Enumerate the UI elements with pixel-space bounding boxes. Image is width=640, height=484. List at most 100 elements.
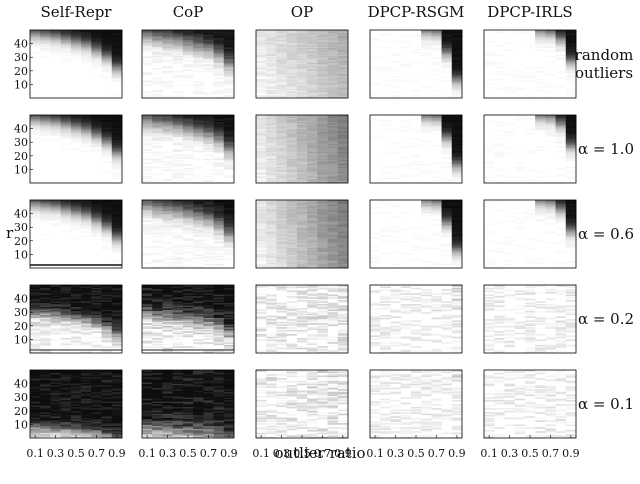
heatmap-cell (142, 146, 153, 148)
heatmap-cell (337, 251, 349, 254)
heatmap-cell (142, 285, 153, 287)
heatmap-cell (172, 219, 184, 221)
heatmap-cell (182, 295, 194, 298)
heatmap-cell (565, 235, 577, 238)
heatmap-cell (172, 213, 184, 216)
heatmap-cell (172, 125, 184, 128)
heatmap-cell (545, 223, 556, 225)
heatmap-cell (256, 162, 267, 165)
heatmap-cell (286, 180, 298, 182)
heatmap-cell (410, 258, 422, 261)
heatmap-cell (142, 81, 153, 84)
heatmap-cell (60, 332, 72, 335)
heatmap-cell (307, 217, 318, 220)
heatmap-cell (172, 40, 184, 43)
heatmap-cell (223, 70, 235, 73)
heatmap-cell (152, 55, 163, 58)
heatmap-cell (162, 225, 173, 228)
heatmap-cell (327, 117, 339, 120)
heatmap-cell (296, 64, 308, 66)
heatmap-cell (213, 208, 225, 210)
heatmap-cell (152, 125, 163, 128)
heatmap-cell (317, 53, 328, 55)
heatmap-cell (421, 42, 432, 44)
heatmap-cell (451, 239, 463, 242)
heatmap-cell (286, 234, 298, 236)
heatmap-cell (223, 321, 235, 324)
heatmap-cell (40, 39, 51, 42)
heatmap-cell (256, 157, 267, 159)
heatmap-cell (256, 253, 267, 255)
heatmap-cell (451, 42, 463, 44)
heatmap-cell (307, 347, 318, 350)
heatmap-cell (30, 213, 41, 216)
heatmap-cell (337, 146, 349, 148)
heatmap-cell (337, 309, 349, 312)
heatmap-cell (565, 40, 577, 43)
heatmap-cell (545, 32, 556, 35)
heatmap-cell (142, 47, 153, 50)
method-title: DPCP-RSGM (368, 3, 465, 21)
heatmap-cell (451, 261, 463, 263)
heatmap-cell (296, 206, 308, 209)
heatmap-cell (111, 289, 123, 291)
heatmap-cell (70, 31, 82, 34)
heatmap-cell (307, 299, 318, 302)
heatmap-cell (441, 224, 453, 227)
heatmap-cell (380, 316, 391, 318)
heatmap-cell (172, 172, 184, 174)
heatmap-cell (223, 258, 235, 261)
heatmap-cell (390, 54, 401, 57)
heatmap-cell (60, 35, 72, 38)
heatmap-cell (545, 91, 556, 93)
heatmap-cell (327, 305, 339, 308)
heatmap-cell (545, 120, 556, 123)
heatmap-cell (203, 125, 214, 128)
heatmap-cell (307, 316, 318, 318)
heatmap-cell (172, 42, 184, 44)
heatmap-cell (152, 39, 163, 42)
heatmap-cell (307, 84, 318, 87)
heatmap-cell (162, 255, 173, 258)
heatmap-cell (276, 134, 287, 136)
heatmap-cell (535, 120, 546, 123)
heatmap-cell (337, 124, 349, 127)
heatmap-cell (441, 55, 453, 58)
heatmap-cell (60, 221, 72, 224)
heatmap-cell (327, 178, 339, 181)
heatmap-cell (223, 91, 235, 93)
heatmap-cell (286, 176, 298, 178)
heatmap-cell (400, 165, 412, 167)
heatmap-cell (111, 227, 123, 229)
heatmap-cell (213, 89, 225, 92)
heatmap-cell (172, 149, 184, 151)
heatmap-cell (111, 157, 123, 159)
heatmap-cell (182, 227, 194, 229)
heatmap-cell (266, 246, 277, 248)
heatmap-cell (431, 123, 442, 125)
heatmap-cell (565, 129, 577, 132)
heatmap-cell (441, 142, 453, 144)
heatmap-cell (327, 31, 339, 34)
heatmap-cell (60, 30, 72, 32)
heatmap-cell (307, 304, 318, 306)
heatmap-cell (400, 163, 412, 166)
heatmap-cell (390, 69, 401, 72)
heatmap-cell (30, 132, 41, 135)
heatmap-cell (276, 306, 287, 309)
heatmap-cell (451, 69, 463, 72)
heatmap-cell (327, 78, 339, 81)
heatmap-cell (111, 259, 123, 262)
heatmap-cell (286, 286, 298, 289)
heatmap-cell (70, 128, 82, 131)
heatmap-cell (213, 202, 225, 205)
heatmap-cell (296, 124, 308, 127)
heatmap-cell (555, 77, 567, 80)
heatmap-cell (565, 132, 577, 135)
heatmap-cell (400, 343, 412, 346)
heatmap-cell (91, 129, 102, 132)
heatmap-cell (545, 73, 556, 76)
heatmap-cell (81, 231, 92, 233)
heatmap-cell (60, 42, 72, 44)
